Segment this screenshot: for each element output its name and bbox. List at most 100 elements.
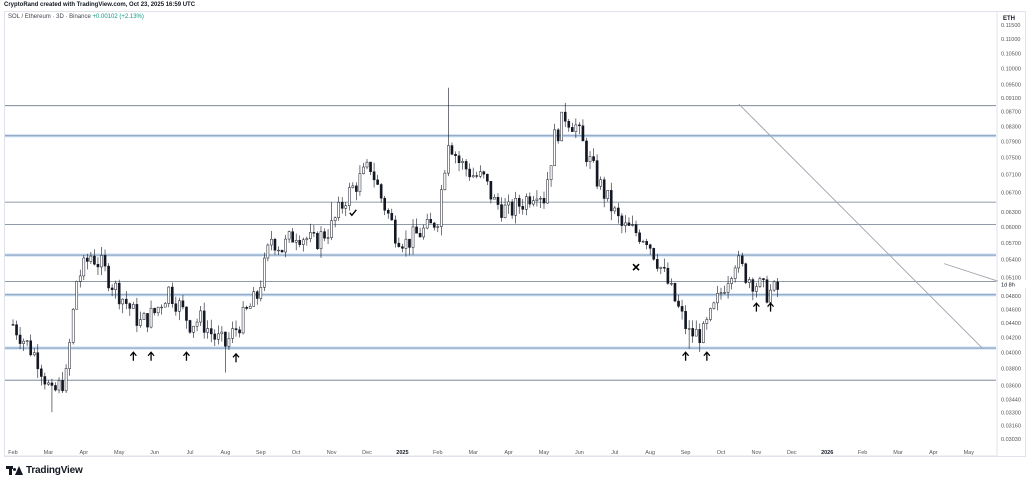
candle-up [121,298,125,305]
x-tick-label: 2025 [396,450,408,456]
candle-down [617,207,620,217]
candle-down [464,161,468,170]
trendline [738,103,984,350]
candle-down [188,320,192,333]
candle-down [528,196,532,205]
candle-up [769,289,772,303]
y-tick-label: 0.06700 [1001,191,1021,197]
x-tick-label: Aug [221,450,231,456]
candle-down [117,282,121,305]
candle-up [217,333,220,340]
candle-up [82,257,86,277]
candle-up [560,111,564,142]
candle-down [415,226,418,234]
y-tick-label: 0.05400 [1001,258,1021,264]
candle-down [103,255,107,267]
candle-down [744,263,748,283]
y-tick-label: 0.04800 [1001,294,1021,300]
candle-up [227,338,231,347]
candle-up [748,279,751,283]
credit-text: CryptoRand created with TradingView.com,… [4,2,196,8]
candle-up [493,197,496,200]
candle-up [659,267,663,269]
candle-up [206,328,210,333]
up-arrow-icon [703,351,711,361]
candle-up [362,166,365,174]
x-tick-label: May [114,450,125,456]
candle-down [29,340,33,356]
x-tick-label: Jul [611,450,618,456]
x-tick-label: Feb [8,450,17,456]
candle-up [284,238,287,253]
candle-down [634,224,638,234]
candle-up [365,161,369,168]
candle-down [418,233,422,238]
x-tick-label: May [539,450,550,456]
candle-up [726,283,730,293]
candle-up [624,222,627,226]
candle-up [723,292,726,294]
up-arrow-icon [182,351,190,361]
candle-down [54,385,57,391]
candle-up [549,165,553,180]
candle-up [670,283,673,285]
y-tick-label: 0.11500 [1001,23,1020,29]
candle-up [301,239,305,245]
candle-up [199,310,202,323]
candle-up [553,129,556,166]
candle-down [571,127,574,132]
candle-down [86,257,89,262]
candle-up [160,306,163,309]
candle-down [592,156,595,161]
x-tick-label: Sep [681,450,691,456]
candle-up [758,278,762,287]
symbol-legend: SOL / Ethereum · 3D · Binance +0.00102 (… [8,14,144,20]
candle-down [655,259,659,269]
candle-up [64,368,68,392]
candle-down [457,155,461,164]
candle-up [606,190,610,199]
candle-down [680,306,684,312]
candle-down [620,215,624,226]
candle-down [408,238,411,248]
candle-down [595,160,599,187]
candle-up [351,185,355,188]
candle-down [323,231,326,239]
candle-up [263,257,266,288]
candle-down [394,219,397,244]
y-tick-label: 0.03300 [1001,410,1021,416]
candle-up [535,198,539,201]
candle-up [507,201,510,206]
x-tick-label: Mar [893,450,903,456]
x-tick-label: Oct [292,450,301,456]
candle-up [716,293,719,304]
candle-up [163,303,167,308]
candle-up [705,319,709,324]
candle-down [645,241,648,245]
candle-up [259,287,263,299]
candle-down [432,222,436,228]
candle-down [61,380,64,392]
candle-up [231,328,234,339]
x-tick-label: Jun [150,450,159,456]
symbol-label: SOL / Ethereum · 3D · Binance [8,14,91,20]
candle-up [347,187,351,206]
change-label: +0.00102 (+2.13%) [92,14,144,20]
countdown-bg [998,280,1026,289]
x-tick-label: Apr [80,450,89,456]
up-arrow-icon [752,302,760,312]
candle-down [386,209,390,214]
candle-down [691,328,694,337]
candle-up [75,281,79,310]
candle-up [266,244,270,259]
candle-up [539,198,542,200]
candle-down [602,179,606,199]
candle-down [500,204,503,218]
candle-down [128,303,132,309]
candle-up [641,241,645,243]
candle-down [298,240,302,245]
y-tick-label: 0.11000 [1001,37,1020,43]
x-tick-label: Jul [186,450,193,456]
y-tick-label: 0.03800 [1001,367,1021,373]
